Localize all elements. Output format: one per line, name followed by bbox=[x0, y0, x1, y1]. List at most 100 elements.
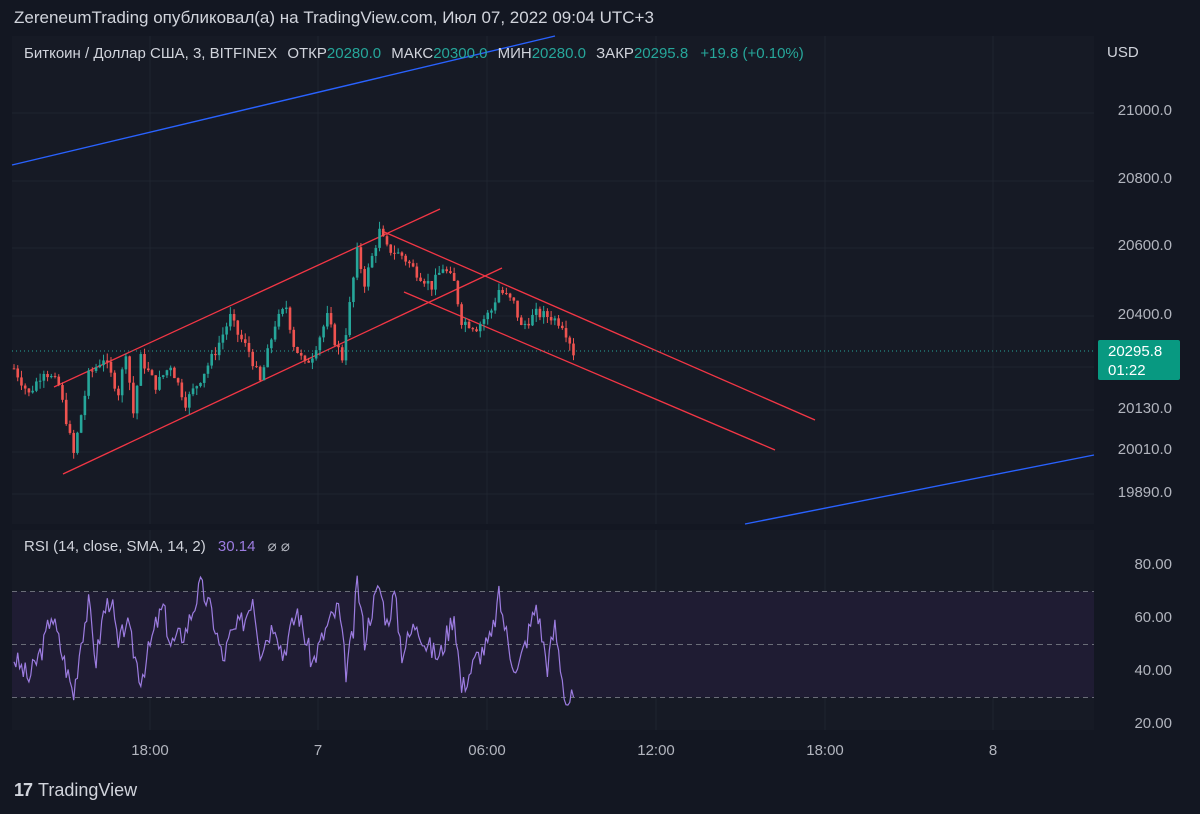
x-tick-label: 12:00 bbox=[637, 742, 675, 759]
candle-body bbox=[12, 368, 16, 370]
candle-body bbox=[128, 356, 131, 383]
candle-body bbox=[370, 255, 374, 268]
candle-body bbox=[270, 339, 273, 349]
candle-body bbox=[363, 269, 366, 287]
candle-body bbox=[460, 304, 463, 325]
candle-body bbox=[35, 381, 38, 391]
y-tick-label: 20010.0 bbox=[1117, 441, 1172, 458]
rsi-tick-label: 20.00 bbox=[1134, 715, 1172, 732]
x-tick-label: 18:00 bbox=[131, 742, 169, 759]
candle-body bbox=[68, 424, 72, 433]
candle-body bbox=[117, 388, 120, 396]
candle-body bbox=[251, 351, 255, 367]
candle-body bbox=[124, 356, 128, 370]
candle-body bbox=[542, 311, 545, 318]
price-pane[interactable] bbox=[12, 36, 1094, 524]
candle-body bbox=[199, 382, 202, 387]
candle-body bbox=[344, 335, 348, 361]
candle-body bbox=[277, 313, 281, 327]
candle-body bbox=[132, 382, 135, 414]
x-tick-label: 8 bbox=[988, 742, 998, 759]
tradingview-logo-icon: 17 bbox=[14, 780, 33, 800]
candle-body bbox=[232, 314, 236, 321]
candle-body bbox=[568, 337, 572, 344]
candle-body bbox=[288, 307, 292, 330]
candle-body bbox=[243, 339, 247, 343]
tradingview-logo[interactable]: 17 TradingView bbox=[14, 780, 137, 801]
candle-body bbox=[434, 274, 437, 290]
y-tick-label: 20800.0 bbox=[1117, 170, 1172, 187]
candle-body bbox=[191, 388, 195, 395]
candle-body bbox=[247, 342, 251, 352]
candle-body bbox=[139, 354, 143, 386]
candle-body bbox=[512, 297, 516, 301]
rsi-line bbox=[13, 575, 575, 706]
channel-down-top bbox=[381, 230, 816, 421]
candle-body bbox=[546, 311, 549, 318]
candle-body bbox=[299, 352, 303, 356]
candle-body bbox=[94, 367, 98, 371]
candle-body bbox=[61, 385, 64, 400]
candle-body bbox=[210, 353, 213, 366]
candle-body bbox=[493, 302, 497, 311]
rsi-title: RSI (14, close, SMA, 14, 2) bbox=[24, 538, 206, 555]
candle-body bbox=[348, 302, 351, 336]
candle-body bbox=[415, 266, 419, 278]
candle-body bbox=[486, 312, 490, 320]
publisher-header: ZereneumTrading опубликовал(а) на Tradin… bbox=[14, 8, 654, 27]
candle-body bbox=[240, 334, 243, 340]
candle-body bbox=[404, 255, 407, 262]
candle-body bbox=[367, 267, 370, 287]
symbol-name: Биткоин / Доллар США, 3, BITFINEX bbox=[24, 45, 278, 62]
low-value: 20280.0 bbox=[531, 45, 586, 62]
candle-body bbox=[464, 321, 467, 325]
candle-body bbox=[505, 293, 508, 295]
symbol-legend: Биткоин / Доллар США, 3, BITFINEX ОТКР20… bbox=[24, 45, 804, 62]
trend-line-lower bbox=[744, 454, 1095, 525]
candle-body bbox=[359, 247, 363, 270]
y-tick-label: 20400.0 bbox=[1117, 306, 1172, 323]
open-value: 20280.0 bbox=[326, 45, 382, 62]
candle-body bbox=[482, 319, 486, 324]
candle-body bbox=[173, 367, 176, 379]
candle-body bbox=[16, 368, 20, 378]
hidden-eye-icon[interactable]: ⌀ ⌀ bbox=[267, 538, 290, 555]
candle-body bbox=[102, 360, 105, 366]
candle-body bbox=[430, 280, 434, 290]
candle-body bbox=[83, 395, 87, 416]
y-tick-label: 19890.0 bbox=[1117, 484, 1172, 501]
currency-unit[interactable]: USD bbox=[1107, 44, 1139, 61]
candle-body bbox=[188, 394, 191, 408]
candle-body bbox=[229, 314, 232, 327]
candle-body bbox=[98, 365, 102, 368]
candle-body bbox=[326, 313, 329, 327]
low-label: МИН bbox=[497, 45, 532, 62]
candle-body bbox=[322, 326, 325, 338]
candle-body bbox=[314, 350, 318, 359]
candle-body bbox=[221, 334, 225, 343]
rsi-tick-label: 80.00 bbox=[1134, 556, 1172, 573]
candle-body bbox=[519, 317, 523, 325]
candle-body bbox=[303, 355, 307, 361]
candle-body bbox=[318, 337, 322, 351]
candle-body bbox=[441, 269, 445, 273]
candle-body bbox=[531, 314, 534, 326]
candle-body bbox=[411, 263, 415, 267]
candle-body bbox=[109, 361, 113, 373]
change-value: +19.8 (+0.10%) bbox=[700, 45, 804, 62]
candle-body bbox=[262, 367, 266, 381]
candle-body bbox=[396, 252, 400, 254]
candle-body bbox=[497, 290, 501, 303]
candle-body bbox=[296, 346, 299, 353]
candle-body bbox=[225, 326, 228, 335]
candle-body bbox=[527, 323, 531, 326]
bar-countdown: 01:22 bbox=[1108, 362, 1146, 379]
candle-body bbox=[284, 307, 288, 310]
candle-body bbox=[292, 329, 296, 347]
candle-body bbox=[408, 261, 411, 264]
candle-body bbox=[143, 354, 146, 369]
candle-body bbox=[311, 358, 314, 363]
candle-body bbox=[120, 369, 124, 396]
